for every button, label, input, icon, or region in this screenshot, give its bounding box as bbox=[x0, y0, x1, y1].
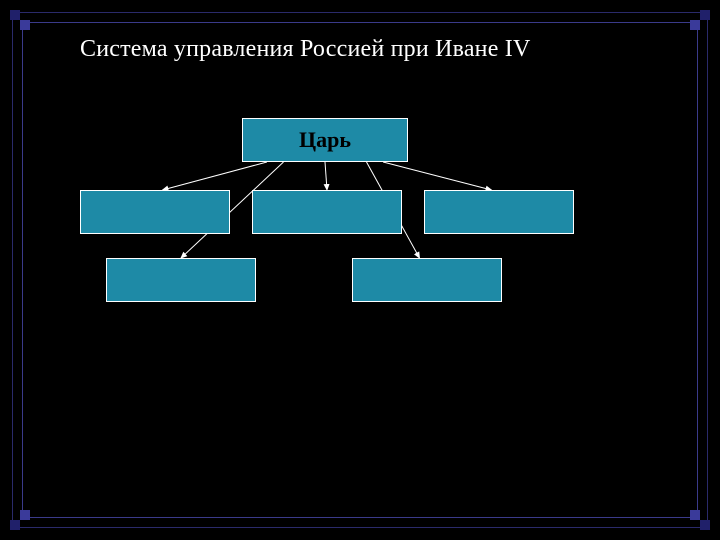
slide-title: Система управления Россией при Иване IV bbox=[80, 36, 640, 64]
node-root: Царь bbox=[242, 118, 408, 162]
node-r1c3 bbox=[424, 190, 574, 234]
node-root-label: Царь bbox=[299, 127, 351, 153]
corner-tr-outer bbox=[700, 10, 710, 20]
node-r1c1 bbox=[80, 190, 230, 234]
corner-br-outer bbox=[700, 520, 710, 530]
corner-bl-inner bbox=[20, 510, 30, 520]
corner-tl-outer bbox=[10, 10, 20, 20]
corner-tr-inner bbox=[690, 20, 700, 30]
corner-bl-outer bbox=[10, 520, 20, 530]
slide: Система управления Россией при Иване IV … bbox=[0, 0, 720, 540]
corner-tl-inner bbox=[20, 20, 30, 30]
node-r2c2 bbox=[352, 258, 502, 302]
node-r2c1 bbox=[106, 258, 256, 302]
node-r1c2 bbox=[252, 190, 402, 234]
corner-br-inner bbox=[690, 510, 700, 520]
